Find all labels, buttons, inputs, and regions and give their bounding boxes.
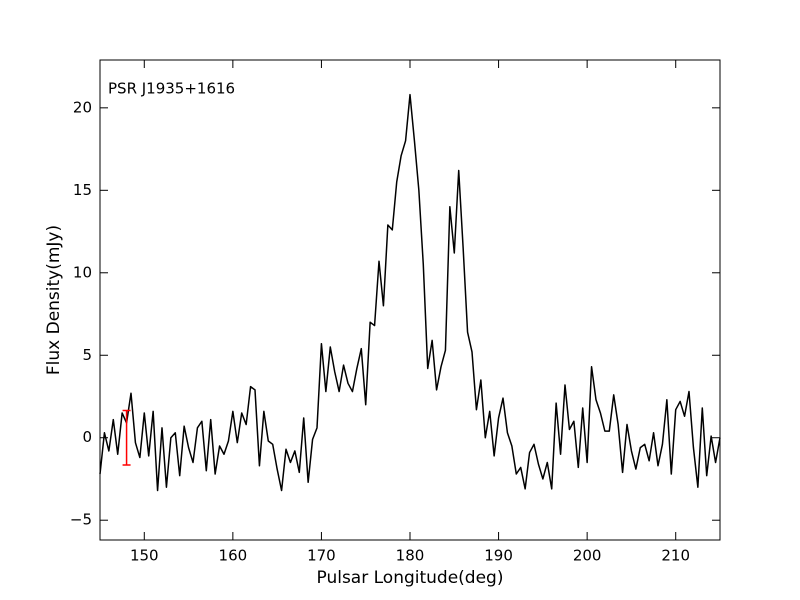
x-tick-label: 210 xyxy=(661,547,690,565)
x-tick-label: 180 xyxy=(396,547,425,565)
error-bar xyxy=(122,409,131,466)
y-tick-label: 15 xyxy=(73,181,92,199)
plot-area xyxy=(100,60,720,540)
x-tick-label: 160 xyxy=(219,547,248,565)
y-tick-label: 10 xyxy=(73,263,92,281)
annotation: PSR J1935+1616 xyxy=(108,80,235,98)
y-tick-label: 0 xyxy=(82,428,92,446)
x-axis-label: Pulsar Longitude(deg) xyxy=(317,568,504,588)
y-tick-label: 5 xyxy=(82,346,92,364)
data-line xyxy=(99,93,721,492)
y-tick-label: −5 xyxy=(70,511,92,529)
x-tick-label: 190 xyxy=(484,547,513,565)
x-tick-label: 200 xyxy=(573,547,602,565)
x-tick-label: 150 xyxy=(130,547,159,565)
y-tick-label: 20 xyxy=(73,98,92,116)
y-axis-label: Flux Density(mJy) xyxy=(44,225,64,375)
x-tick-label: 170 xyxy=(307,547,336,565)
axes-frame xyxy=(99,59,721,541)
